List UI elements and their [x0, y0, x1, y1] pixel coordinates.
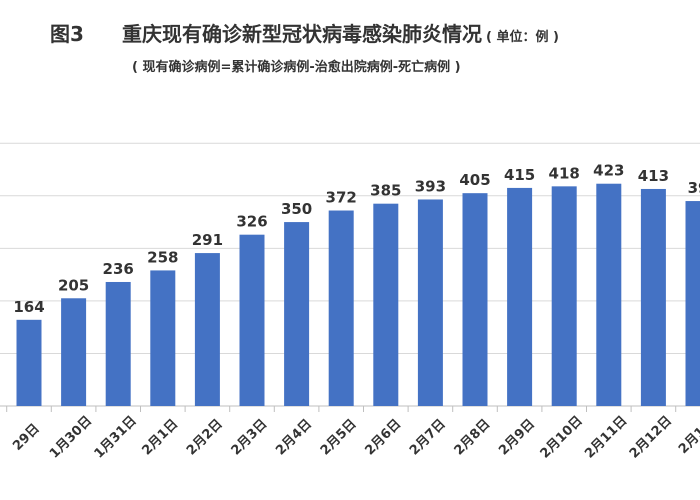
value-label: 372: [326, 189, 357, 207]
bar-2月5日: [328, 210, 354, 406]
x-tick-label: 2月10日: [538, 413, 586, 461]
value-label: 350: [281, 200, 312, 218]
x-tick-label: 2月4日: [273, 417, 315, 459]
bar-2月7日: [417, 199, 443, 406]
chart-title: 重庆现有确诊新型冠状病毒感染肺炎情况 ( 单位：例 ): [122, 18, 559, 47]
value-label: 415: [504, 166, 535, 184]
bar-2月4日: [284, 222, 310, 406]
x-tick-label: 2月1日: [139, 417, 181, 459]
bar-2月2日: [194, 253, 220, 406]
value-label: 418: [549, 164, 580, 182]
x-tick-label: 29日: [10, 421, 43, 454]
bar-2月11日: [596, 183, 622, 406]
chart-subtitle: ( 现有确诊病例=累计确诊病例-治愈出院病例-死亡病例 ): [132, 60, 461, 75]
x-tick-label: 2月13: [676, 418, 700, 457]
x-tick-label: 2月11日: [582, 413, 630, 461]
bar-2月9日: [507, 187, 533, 406]
x-tick-label: 2月6日: [362, 417, 404, 459]
value-labels: 164 205 236 258 291 326 350 372 385 393 405 415 418 4…: [13, 162, 700, 316]
bar-2月6日: [373, 203, 399, 406]
x-tick-label: 2月5日: [318, 417, 360, 459]
x-tick-label: 2月8日: [452, 417, 494, 459]
value-label: 405: [459, 171, 490, 189]
bar-2月12日: [640, 188, 666, 406]
unit-label: ( 单位：例 ): [486, 30, 559, 45]
value-label: 423: [593, 162, 624, 180]
value-label: 236: [103, 260, 134, 278]
x-tick-label: 2月12日: [627, 413, 675, 461]
x-tick-label: 1月31日: [92, 413, 140, 461]
figure-label: 图3: [50, 22, 84, 46]
bar-1月31日: [105, 281, 131, 406]
value-label: 326: [236, 213, 267, 231]
bar-1月29日: [16, 319, 42, 406]
bar-2月10日: [551, 186, 577, 406]
x-tick-label: 2月7日: [407, 417, 449, 459]
x-tick-label: 2月3日: [229, 417, 271, 459]
bar-2月1日: [150, 270, 176, 406]
title-row: 图3 重庆现有确诊新型冠状病毒感染肺炎情况 ( 单位：例 ): [0, 18, 700, 48]
value-label: 205: [58, 276, 89, 294]
chart-title-text: 重庆现有确诊新型冠状病毒感染肺炎情况: [122, 22, 482, 46]
bar-2月3日: [239, 234, 265, 406]
x-tick-label: 1月30日: [47, 413, 95, 461]
bar-2月8日: [462, 193, 488, 406]
value-label: 385: [370, 182, 401, 200]
x-tick-label: 2月2日: [184, 417, 226, 459]
value-label: 39: [688, 179, 700, 197]
bar-2月13日: [685, 201, 700, 406]
value-label: 291: [192, 231, 223, 249]
x-tick-label: 2月9日: [496, 417, 538, 459]
value-label: 393: [415, 177, 446, 195]
value-label: 258: [147, 248, 178, 266]
value-label: 164: [13, 298, 44, 316]
bar-1月30日: [61, 298, 87, 406]
bars: [16, 183, 700, 406]
value-label: 413: [638, 167, 669, 185]
